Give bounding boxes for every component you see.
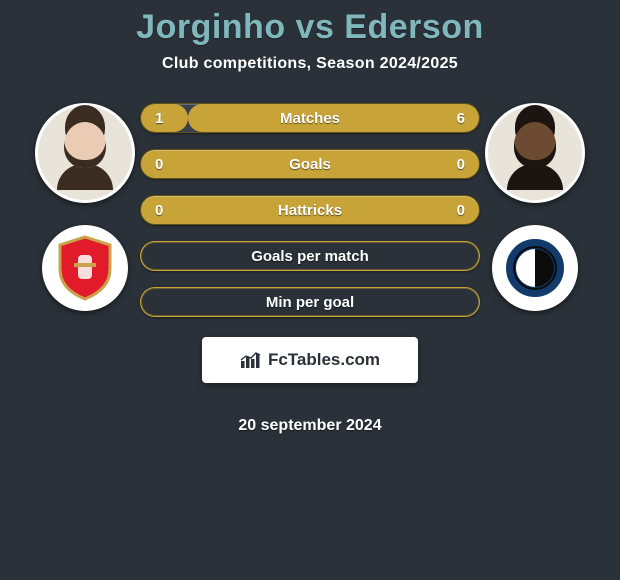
stat-row-goals: 0 Goals 0: [140, 149, 480, 179]
stat-right-value: 6: [445, 110, 465, 127]
comparison-card: Jorginho vs Ederson Club competitions, S…: [0, 0, 620, 435]
bar-chart-icon: [240, 351, 262, 369]
left-column: [30, 93, 140, 311]
stat-label: Min per goal: [141, 294, 479, 311]
stat-right-value: 0: [445, 202, 465, 219]
date: 20 september 2024: [238, 417, 381, 435]
subtitle: Club competitions, Season 2024/2025: [162, 55, 458, 73]
stat-label: Goals per match: [141, 248, 479, 265]
stats-area: 1 Matches 6 0 Goals 0 0 Hattricks 0 Goal…: [0, 93, 620, 435]
arsenal-crest-icon: [50, 233, 120, 303]
atalanta-crest-icon: [500, 233, 570, 303]
stat-label: Goals: [141, 156, 479, 173]
player1-avatar: [35, 103, 135, 203]
stat-bars: 1 Matches 6 0 Goals 0 0 Hattricks 0 Goal…: [140, 93, 480, 435]
player2-head: [514, 122, 556, 168]
stat-row-goals-per-match: Goals per match: [140, 241, 480, 271]
brand-text: FcTables.com: [268, 350, 380, 370]
player2-avatar: [485, 103, 585, 203]
stat-row-hattricks: 0 Hattricks 0: [140, 195, 480, 225]
player2-club-badge: [492, 225, 578, 311]
page-title: Jorginho vs Ederson: [136, 8, 484, 47]
player1-club-badge: [42, 225, 128, 311]
player1-silhouette: [55, 118, 115, 188]
stat-label: Hattricks: [141, 202, 479, 219]
player1-head: [64, 122, 106, 168]
stat-label: Matches: [141, 110, 479, 127]
player2-silhouette: [505, 118, 565, 188]
right-column: [480, 93, 590, 311]
stat-row-matches: 1 Matches 6: [140, 103, 480, 133]
stat-right-value: 0: [445, 156, 465, 173]
brand-box: FcTables.com: [202, 337, 418, 383]
stat-row-min-per-goal: Min per goal: [140, 287, 480, 317]
